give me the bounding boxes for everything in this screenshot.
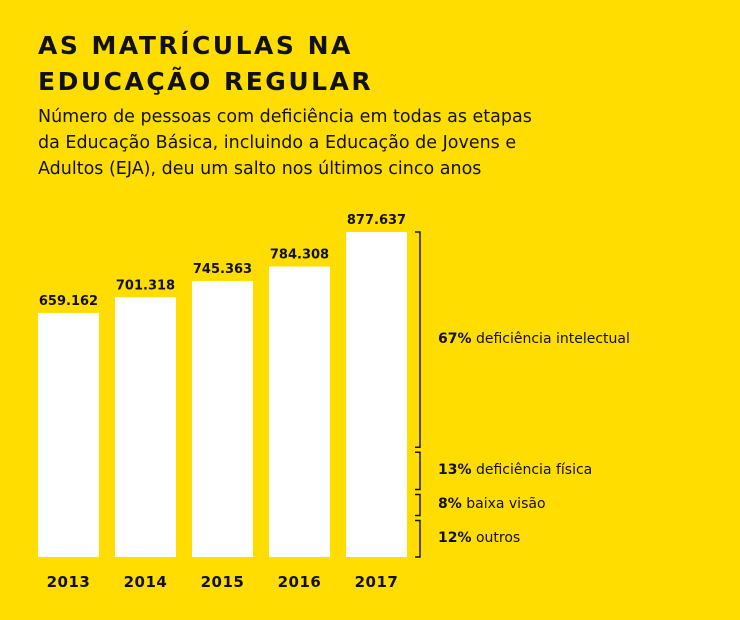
breakdown-label-4: 12% outros (438, 530, 520, 546)
chart-subtitle-line-1: Número de pessoas com deficiência em tod… (38, 107, 532, 127)
bar-2014 (115, 297, 176, 557)
bar-2017 (346, 232, 407, 557)
chart-title-line-1: AS MATRÍCULAS NA (38, 31, 353, 60)
chart-subtitle-line-2: da Educação Básica, incluindo a Educação… (38, 133, 517, 153)
breakdown-percent: 67% (438, 330, 472, 347)
bracket-2 (415, 451, 421, 491)
breakdown-label-3: 8% baixa visão (438, 496, 546, 512)
value-label-2017: 877.637 (347, 213, 406, 228)
breakdown-category: deficiência intelectual (471, 330, 630, 347)
breakdown-category: deficiência física (471, 461, 593, 478)
value-label-2014: 701.318 (116, 278, 175, 293)
value-label-2016: 784.308 (270, 248, 329, 263)
chart-subtitle: Número de pessoas com deficiência em tod… (38, 104, 628, 182)
bar-2015 (192, 280, 253, 557)
bracket-4 (415, 519, 421, 558)
breakdown-label-1: 67% deficiência intelectual (438, 331, 630, 347)
bracket-1 (415, 231, 421, 448)
value-label-2013: 659.162 (39, 294, 98, 309)
bar-2013 (38, 312, 99, 557)
bracket-3 (415, 493, 421, 517)
breakdown-category: outros (471, 529, 521, 546)
breakdown-label-2: 13% deficiência física (438, 462, 592, 478)
x-tick-2015: 2015 (201, 573, 245, 591)
breakdown-category: baixa visão (461, 496, 546, 512)
chart-title-line-2: EDUCAÇÃO REGULAR (38, 67, 374, 96)
x-tick-2016: 2016 (278, 573, 322, 591)
x-tick-2014: 2014 (124, 573, 168, 591)
breakdown-percent: 13% (438, 461, 472, 478)
value-label-2015: 745.363 (193, 262, 252, 277)
bar-2016 (269, 266, 330, 557)
chart-title: AS MATRÍCULAS NA EDUCAÇÃO REGULAR (38, 28, 373, 100)
x-tick-2013: 2013 (47, 573, 91, 591)
breakdown-percent: 8% (438, 496, 462, 512)
chart-subtitle-line-3: Adultos (EJA), deu um salto nos últimos … (38, 159, 482, 179)
x-tick-2017: 2017 (355, 573, 399, 591)
breakdown-percent: 12% (438, 529, 472, 546)
